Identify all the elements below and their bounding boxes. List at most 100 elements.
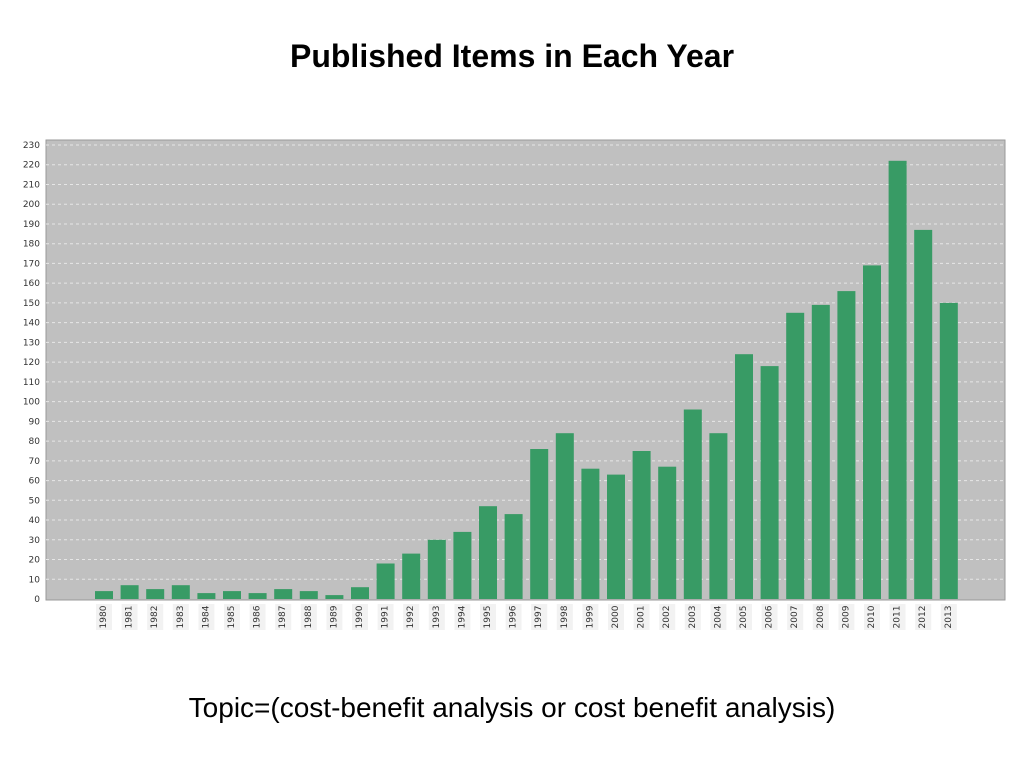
- y-tick-label: 60: [29, 477, 41, 487]
- y-tick-label: 20: [29, 556, 41, 566]
- x-tick-label: 1986: [253, 605, 263, 628]
- x-tick-label: 1981: [125, 606, 135, 629]
- bar-1986: [248, 593, 267, 599]
- bar-1996: [504, 514, 523, 599]
- y-tick-label: 100: [23, 398, 40, 408]
- bar-1992: [402, 553, 421, 599]
- y-tick-label: 50: [29, 496, 41, 506]
- bar-2010: [863, 265, 881, 599]
- x-tick-bg: [889, 604, 906, 630]
- x-tick-bg: [582, 604, 599, 630]
- x-tick-bg: [736, 604, 752, 630]
- y-tick-label: 120: [23, 358, 40, 368]
- x-tick-label: 1984: [201, 605, 211, 628]
- x-tick-bg: [761, 604, 778, 630]
- x-tick-bg: [198, 604, 215, 630]
- bar-1990: [351, 587, 369, 599]
- x-tick-bg: [531, 604, 548, 630]
- x-tick-label: 2005: [739, 606, 749, 629]
- bar-chart: 0 10 20 30 40 50 60 70 80 90 100 110 120 130 140 150 160…: [0, 130, 1024, 640]
- bar-1993: [427, 539, 446, 599]
- x-tick-label: 1991: [381, 606, 391, 629]
- x-tick-label: 1990: [355, 605, 365, 628]
- x-tick-bg: [812, 604, 829, 630]
- bar-2007: [786, 312, 805, 599]
- bar-1991: [376, 563, 395, 599]
- x-tick-bg: [147, 604, 164, 630]
- bar-1995: [479, 506, 497, 599]
- bar-1994: [453, 531, 472, 599]
- bar-2000: [607, 474, 625, 599]
- x-tick-label: 1988: [304, 605, 314, 628]
- x-tick-label: 2002: [662, 606, 672, 629]
- x-tick-bg: [249, 604, 266, 630]
- x-tick-bg: [224, 604, 240, 630]
- x-tick-bg: [940, 604, 957, 630]
- x-tick-bg: [172, 604, 189, 630]
- x-tick-label: 1982: [150, 606, 160, 629]
- x-tick-bg: [428, 604, 445, 630]
- x-tick-label: 1989: [329, 605, 339, 628]
- bar-2004: [709, 433, 728, 599]
- bar-2013: [939, 302, 958, 599]
- x-tick-label: 1995: [483, 606, 493, 629]
- y-tick-label: 110: [23, 378, 40, 388]
- bar-2005: [735, 354, 753, 599]
- x-tick-label: 1985: [227, 606, 237, 629]
- y-tick-label: 140: [23, 319, 40, 329]
- bar-2011: [888, 160, 907, 600]
- page-title: Published Items in Each Year: [289, 38, 735, 74]
- x-tick-bg: [633, 604, 650, 630]
- chart-svg: 0 10 20 30 40 50 60 70 80 90 100 110 120 130 140 150 160…: [23, 139, 1006, 630]
- x-tick-bg: [480, 604, 496, 630]
- x-axis-ticks: 1980 1981 1982 1983 1984 1985 1986 1987 1988 1989…: [96, 604, 957, 630]
- bar-1981: [120, 585, 139, 599]
- x-tick-label: 2008: [816, 605, 826, 628]
- x-tick-label: 2003: [688, 606, 698, 629]
- x-tick-label: 1993: [432, 606, 442, 629]
- x-tick-bg: [352, 604, 368, 630]
- bar-2006: [760, 366, 779, 599]
- bar-1985: [223, 591, 241, 599]
- x-tick-bg: [556, 604, 573, 630]
- x-tick-label: 1987: [278, 606, 288, 629]
- x-tick-bg: [710, 604, 727, 630]
- bar-1982: [146, 589, 165, 599]
- x-tick-label: 2007: [790, 606, 800, 629]
- x-tick-bg: [403, 604, 420, 630]
- x-tick-label: 1992: [406, 606, 416, 629]
- x-tick-bg: [608, 604, 624, 630]
- x-tick-bg: [838, 604, 855, 630]
- y-tick-label: 190: [23, 220, 40, 230]
- bar-1999: [581, 468, 600, 599]
- x-tick-label: 2001: [637, 606, 647, 629]
- x-tick-bg: [121, 604, 138, 630]
- bar-1983: [171, 585, 190, 599]
- x-tick-bg: [326, 604, 343, 630]
- y-tick-label: 150: [23, 299, 40, 309]
- bar-2012: [914, 229, 933, 599]
- x-tick-bg: [300, 604, 317, 630]
- x-tick-label: 2009: [841, 605, 851, 628]
- bar-1987: [274, 589, 293, 599]
- x-tick-label: 1996: [509, 605, 519, 628]
- y-tick-label: 0: [34, 595, 40, 605]
- bar-1989: [325, 595, 344, 599]
- y-tick-label: 220: [23, 161, 40, 171]
- bars: [95, 160, 958, 600]
- x-tick-bg: [275, 604, 292, 630]
- x-tick-label: 2012: [918, 606, 928, 629]
- y-tick-label: 40: [29, 516, 41, 526]
- y-tick-label: 80: [29, 437, 41, 447]
- y-tick-label: 70: [29, 457, 41, 467]
- x-tick-label: 2010: [867, 605, 877, 628]
- y-axis-ticks: 0 10 20 30 40 50 60 70 80 90 100 110 120 130 140 150 160…: [23, 141, 40, 605]
- y-tick-label: 180: [23, 240, 40, 250]
- x-tick-label: 2006: [765, 605, 775, 628]
- bar-1998: [555, 433, 574, 599]
- bar-2003: [683, 409, 702, 599]
- bar-2001: [632, 451, 651, 599]
- x-tick-label: 2011: [893, 606, 903, 629]
- y-tick-label: 130: [23, 338, 40, 348]
- x-tick-label: 2004: [713, 605, 723, 628]
